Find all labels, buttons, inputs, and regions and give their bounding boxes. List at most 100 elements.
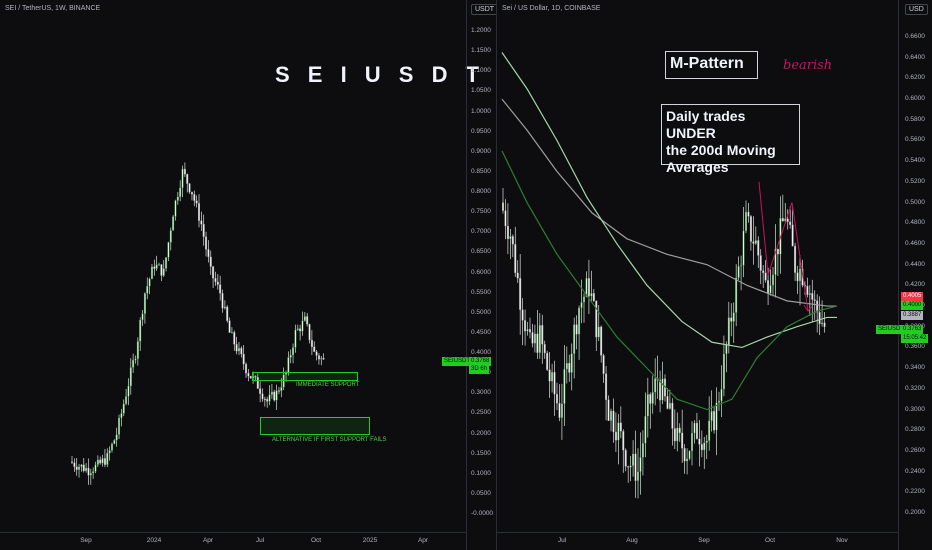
left-countdown: 3D 6h (469, 365, 490, 374)
right-candle (698, 438, 701, 445)
right-candle (654, 378, 657, 393)
left-x-tick: 2024 (146, 537, 162, 544)
right-candle (624, 449, 627, 467)
right-candle (789, 221, 792, 226)
right-candle (605, 373, 608, 400)
left-candle (237, 347, 240, 352)
m-pattern-label: M-Pattern (665, 51, 758, 79)
right-currency-badge[interactable]: USD (905, 4, 928, 15)
left-candle (103, 458, 106, 465)
right-candle (816, 300, 819, 313)
right-candle (717, 400, 720, 403)
left-candle (106, 452, 109, 465)
left-candle (197, 202, 200, 221)
left-y-tick: 0.4500 (471, 328, 491, 336)
right-candle (808, 293, 811, 295)
right-candle (506, 225, 509, 240)
immediate-support-zone (252, 372, 358, 381)
right-candle (744, 211, 747, 232)
right-current-price: 0.3763 (901, 325, 924, 334)
left-candle (249, 375, 252, 379)
left-candle (221, 293, 224, 309)
left-candle (73, 462, 76, 467)
right-y-tick: 0.3200 (905, 384, 925, 392)
left-candle (214, 278, 217, 283)
left-candle (207, 249, 210, 258)
right-countdown: 15:05:42 (901, 334, 929, 343)
left-candle (317, 355, 320, 360)
left-candle (108, 450, 111, 454)
left-candle (118, 417, 121, 435)
right-candlestick-chart[interactable] (497, 0, 932, 550)
right-y-tick: 0.2200 (905, 488, 925, 496)
right-y-tick: 0.3400 (905, 364, 925, 372)
right-candle (521, 309, 524, 321)
left-candle (195, 200, 198, 204)
left-candle (92, 471, 95, 474)
left-chart-panel[interactable]: SEI / TetherUS, 1W, BINANCE S E I U S D … (0, 0, 499, 550)
right-candle (573, 324, 576, 354)
right-candle (767, 280, 770, 294)
left-candle (174, 200, 177, 217)
right-candle (636, 471, 639, 482)
right-price-axis[interactable]: USD (898, 0, 932, 550)
left-candle (186, 174, 189, 184)
left-candle (134, 358, 137, 361)
left-candle (141, 313, 144, 321)
right-candle (560, 403, 563, 418)
right-candle (587, 278, 590, 297)
left-candlestick-chart[interactable] (0, 0, 496, 550)
right-candle (715, 402, 718, 431)
right-candle (693, 422, 696, 434)
left-candle (254, 376, 257, 378)
right-candle (666, 396, 669, 409)
right-candle (514, 244, 517, 274)
right-candle (678, 427, 681, 434)
left-y-tick: -0.0000 (471, 510, 494, 517)
right-candle (710, 410, 713, 421)
right-candle (661, 378, 664, 401)
right-candle (695, 422, 698, 440)
left-candle (158, 264, 161, 266)
left-candle (277, 390, 280, 392)
left-candle (78, 466, 81, 470)
right-y-tick: 0.5000 (905, 198, 925, 206)
left-candle (310, 339, 313, 347)
right-y-tick: 0.2600 (905, 446, 925, 454)
left-candle (70, 461, 73, 463)
right-candle (556, 393, 559, 404)
left-currency-badge[interactable]: USDT (471, 4, 499, 15)
panel-divider[interactable] (496, 0, 497, 550)
left-x-tick: Sep (80, 537, 92, 544)
left-candle (299, 328, 302, 332)
left-candle (176, 196, 179, 201)
left-y-tick: 1.2000 (471, 27, 491, 34)
ma-annotation-line-1: Daily trades UNDER (666, 108, 746, 141)
right-candle (683, 448, 686, 462)
left-candle (235, 344, 238, 352)
right-candle (794, 245, 797, 273)
right-y-tick: 0.6000 (905, 95, 925, 103)
left-candle (308, 323, 311, 341)
right-candle (602, 355, 605, 374)
ma-annotation-line-3: Averages (666, 159, 729, 175)
left-candle (301, 320, 304, 332)
left-x-tick: Apr (202, 537, 214, 544)
right-candle (720, 388, 723, 402)
left-candle (160, 264, 163, 276)
right-y-tick: 0.3000 (905, 405, 925, 413)
left-candle (256, 377, 259, 389)
right-candle (823, 322, 826, 328)
left-candle (101, 458, 104, 464)
right-candle (722, 353, 725, 390)
right-candle (590, 293, 593, 297)
left-candle (193, 194, 196, 201)
m-pattern-drawing (758, 181, 809, 312)
right-candle (762, 270, 765, 274)
right-chart-panel[interactable]: Sei / US Dollar, 1D, COINBASE M-Pattern … (497, 0, 932, 550)
right-candle (757, 240, 760, 256)
left-y-tick: 1.1000 (471, 67, 491, 75)
right-candle (713, 410, 716, 431)
right-candle (639, 457, 642, 472)
left-y-tick: 0.6500 (471, 248, 491, 256)
